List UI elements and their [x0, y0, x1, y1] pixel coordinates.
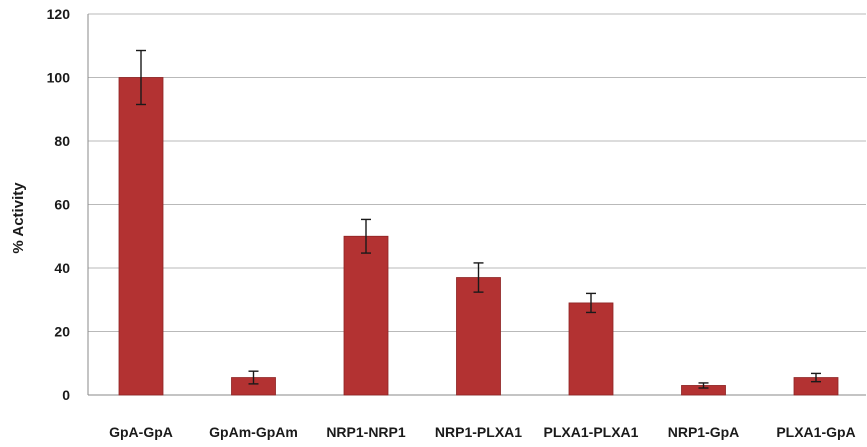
- x-tick-label: NRP1-PLXA1: [435, 424, 522, 440]
- x-tick-label: GpA-GpA: [109, 424, 173, 440]
- x-tick-label: GpAm-GpAm: [209, 424, 298, 440]
- error-bar: [361, 218, 371, 254]
- y-tick-label: 40: [54, 260, 70, 276]
- error-bar: [811, 372, 821, 383]
- bar: [118, 77, 164, 396]
- y-tick-label: 80: [54, 133, 70, 149]
- bars: [118, 77, 839, 396]
- y-tick-label: 20: [54, 324, 70, 340]
- x-axis-ticks: GpA-GpA GpAm-GpAm NRP1-NRP1 NRP1-PLXA1 PLXA1…: [109, 424, 856, 440]
- error-bar: [698, 382, 709, 389]
- error-bar: [473, 262, 484, 293]
- bar: [456, 277, 501, 396]
- error-bars: [136, 49, 821, 389]
- x-tick-label: PLXA1-PLXA1: [544, 424, 639, 440]
- bar: [568, 302, 614, 396]
- error-bar: [586, 292, 596, 314]
- bar: [343, 235, 389, 396]
- y-axis-title: % Activity: [10, 182, 27, 254]
- y-tick-label: 100: [47, 70, 71, 86]
- x-tick-label: NRP1-GpA: [668, 424, 740, 440]
- y-tick-label: 0: [62, 387, 70, 403]
- x-tick-label: NRP1-NRP1: [326, 424, 406, 440]
- x-tick-label: PLXA1-GpA: [776, 424, 855, 440]
- y-axis-ticks: 0 20 40 60 80 100 120: [47, 6, 71, 403]
- y-tick-label: 60: [54, 197, 70, 213]
- error-bar: [248, 370, 259, 385]
- y-tick-label: 120: [47, 6, 71, 22]
- gridlines: [87, 13, 866, 396]
- error-bar: [136, 49, 146, 106]
